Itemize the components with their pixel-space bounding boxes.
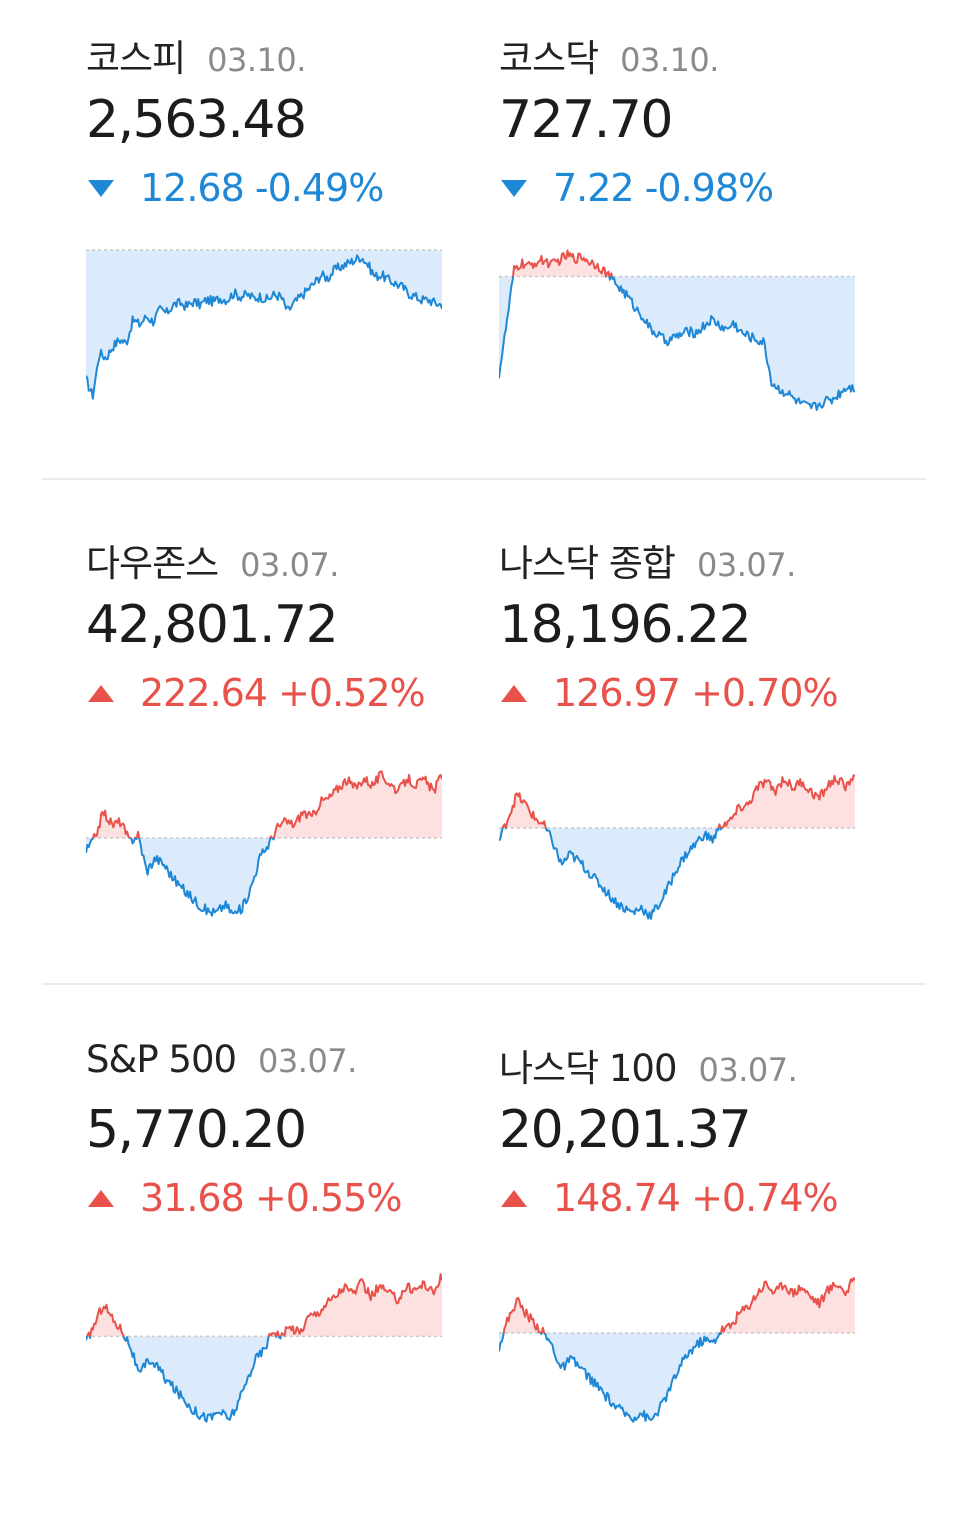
sparkline-chart (499, 1277, 855, 1423)
change-amount: 7.22 (553, 166, 635, 210)
sparkline-chart (86, 770, 442, 917)
index-change: 222.64 +0.52% (88, 671, 426, 715)
sparkline-line-above (501, 774, 855, 829)
index-row-3: S&P 500 03.07. 5,770.20 31.68 +0.55% 나스닥… (0, 1010, 966, 1515)
index-header: 나스닥 종합 03.07. (499, 533, 796, 585)
index-card-kosdaq[interactable]: 코스닥 03.10. 727.70 7.22 -0.98% (499, 0, 919, 480)
index-value: 18,196.22 (499, 595, 752, 655)
index-change: 12.68 -0.49% (88, 166, 384, 210)
triangle-up-icon (501, 684, 527, 702)
index-card-nasdaq-100[interactable]: 나스닥 100 03.07. 20,201.37 148.74 +0.74% (499, 1010, 919, 1490)
change-percent: +0.52% (278, 671, 426, 715)
index-date: 03.07. (240, 546, 339, 584)
index-row-1: 코스피 03.10. 2,563.48 12.68 -0.49% 코스닥 03.… (0, 0, 966, 505)
row-divider (42, 983, 926, 985)
sparkline-line-above (86, 1273, 442, 1337)
change-percent: +0.55% (254, 1176, 403, 1220)
index-header: 코스닥 03.10. (499, 28, 719, 80)
index-change: 31.68 +0.55% (88, 1176, 403, 1220)
change-amount: 148.74 (553, 1176, 681, 1220)
index-name: 다우존스 (86, 542, 219, 585)
sparkline-fill-below (499, 828, 722, 919)
index-name: S&P 500 (86, 1038, 237, 1081)
sparkline-line-below (86, 838, 275, 917)
triangle-up-icon (88, 684, 114, 702)
index-change: 126.97 +0.70% (501, 671, 839, 715)
sparkline-line-above (512, 249, 614, 277)
index-name: 코스닥 (499, 37, 599, 80)
index-header: 코스피 03.10. (86, 28, 306, 80)
sparkline-line-above (91, 770, 442, 838)
sparkline-chart (86, 1273, 442, 1423)
sparkline-fill-below (86, 250, 442, 399)
index-header: 나스닥 100 03.07. (499, 1038, 798, 1090)
sparkline-chart (499, 774, 855, 920)
index-card-sp500[interactable]: S&P 500 03.07. 5,770.20 31.68 +0.55% (86, 1010, 506, 1490)
sparkline-chart (86, 249, 442, 400)
change-amount: 31.68 (140, 1176, 245, 1220)
sparkline-line-above (502, 1277, 855, 1334)
change-percent: +0.70% (691, 671, 839, 715)
change-percent: -0.49% (254, 166, 384, 210)
index-date: 03.07. (696, 546, 796, 584)
sparkline-fill-above (513, 250, 613, 277)
sparkline-fill-below (86, 838, 442, 916)
sparkline-line-below (86, 254, 442, 400)
change-amount: 222.64 (140, 671, 268, 715)
triangle-up-icon (501, 1189, 527, 1207)
index-value: 20,201.37 (499, 1100, 752, 1160)
sparkline-line-below (499, 1333, 722, 1423)
sparkline-chart (499, 249, 855, 411)
index-value: 2,563.48 (86, 90, 307, 150)
sparkline-fill-above (499, 775, 855, 829)
index-value: 42,801.72 (86, 595, 339, 655)
sparkline-fill-above (87, 1274, 442, 1337)
triangle-down-icon (88, 179, 114, 197)
index-header: 다우존스 03.07. (86, 533, 339, 585)
row-divider (42, 478, 926, 480)
index-card-nasdaq-composite[interactable]: 나스닥 종합 03.07. 18,196.22 126.97 +0.70% (499, 505, 919, 985)
triangle-down-icon (501, 179, 527, 197)
index-name: 나스닥 종합 (499, 542, 676, 585)
index-card-dow[interactable]: 다우존스 03.07. 42,801.72 222.64 +0.52% (86, 505, 506, 985)
index-value: 727.70 (499, 90, 673, 150)
sparkline-line-below (86, 1336, 286, 1423)
index-date: 03.07. (258, 1042, 357, 1080)
index-value: 5,770.20 (86, 1100, 307, 1160)
index-row-2: 다우존스 03.07. 42,801.72 222.64 +0.52% 나스닥 … (0, 505, 966, 1010)
change-percent: +0.74% (691, 1176, 839, 1220)
index-card-kospi[interactable]: 코스피 03.10. 2,563.48 12.68 -0.49% (86, 0, 506, 480)
sparkline-line-below (499, 276, 855, 411)
triangle-up-icon (88, 1189, 114, 1207)
index-date: 03.10. (620, 41, 719, 79)
change-amount: 126.97 (553, 671, 681, 715)
index-name: 나스닥 100 (499, 1047, 678, 1090)
sparkline-fill-below (86, 1336, 442, 1422)
index-name: 코스피 (86, 37, 186, 80)
index-change: 7.22 -0.98% (501, 166, 774, 210)
sparkline-fill-above (499, 1278, 855, 1334)
sparkline-line-below (499, 828, 723, 920)
change-percent: -0.98% (644, 166, 774, 210)
index-change: 148.74 +0.74% (501, 1176, 839, 1220)
index-header: S&P 500 03.07. (86, 1038, 357, 1086)
change-amount: 12.68 (140, 166, 245, 210)
index-date: 03.07. (698, 1051, 798, 1089)
sparkline-fill-below (499, 276, 855, 410)
index-date: 03.10. (207, 41, 306, 79)
